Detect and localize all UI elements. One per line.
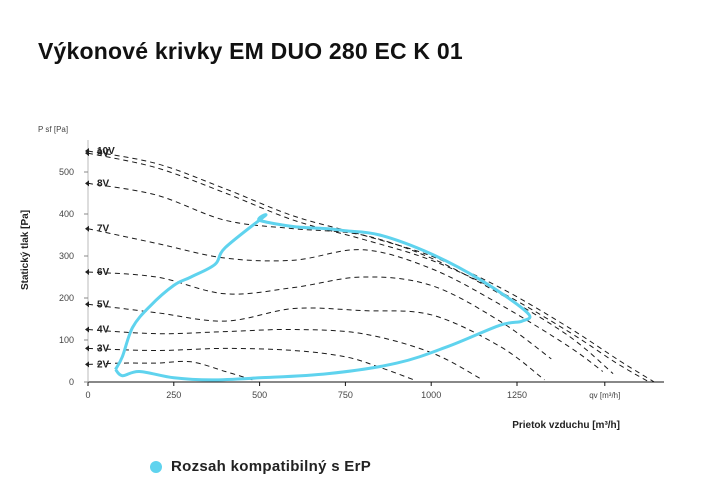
x-tick-label: 500 xyxy=(252,390,267,400)
curve-marker-4v xyxy=(85,326,89,333)
curve-marker-8v xyxy=(85,180,89,187)
x-tick-label: 1250 xyxy=(507,390,527,400)
y-tick-label: 100 xyxy=(59,335,74,345)
curve-marker-3v xyxy=(85,345,89,352)
x-tick-label: 750 xyxy=(338,390,353,400)
curve-marker-5v xyxy=(85,301,89,308)
legend-label: Rozsah kompatibilný s ErP xyxy=(171,458,372,475)
curve-label-10v: 10V xyxy=(97,146,115,157)
legend-dot xyxy=(150,460,162,473)
curve-marker-7v xyxy=(85,225,89,232)
curve-label-6v: 6V xyxy=(97,267,110,278)
curve-5v xyxy=(87,303,545,381)
y-tick-label: 200 xyxy=(59,293,74,303)
y-axis-title: Statický tlak [Pa] xyxy=(20,210,31,290)
curve-3v xyxy=(87,347,415,381)
x-tick-label: 1000 xyxy=(421,390,441,400)
curve-label-5v: 5V xyxy=(97,299,110,310)
curve-10v xyxy=(87,150,655,383)
curve-label-2v: 2V xyxy=(97,359,110,370)
curve-label-7v: 7V xyxy=(97,224,110,235)
curve-label-3v: 3V xyxy=(97,343,110,354)
curve-marker-6v xyxy=(85,268,89,275)
x-unit-label: qv [m³/h] xyxy=(589,391,620,400)
curve-label-9v: 9V xyxy=(97,148,110,159)
x-axis-title: Prietok vzduchu [m³/h] xyxy=(512,420,620,431)
y-tick-label: 400 xyxy=(59,209,74,219)
erp-range-outline xyxy=(114,213,532,382)
curve-marker-2v xyxy=(85,361,89,368)
erp-range xyxy=(114,213,532,382)
legend: Rozsah kompatibilný s ErP xyxy=(150,458,371,475)
y-tick-label: 0 xyxy=(69,377,74,387)
curve-8v xyxy=(87,182,614,374)
y-unit-label: P sf [Pa] xyxy=(38,125,68,134)
axes: 0 250 500 750 1000 1250 qv [m³/h] 0 100 200 300 400… xyxy=(20,125,664,431)
y-tick-label: 300 xyxy=(59,251,74,261)
x-tick-label: 0 xyxy=(85,390,90,400)
y-tick-label: 500 xyxy=(59,167,74,177)
curve-9v xyxy=(87,152,650,383)
voltage-curves xyxy=(87,150,655,383)
curve-7v xyxy=(87,228,604,372)
curve-label-8v: 8V xyxy=(97,178,110,189)
curve-6v xyxy=(87,271,552,360)
curve-label-4v: 4V xyxy=(97,325,110,336)
chart-title: Výkonové krivky EM DUO 280 EC K 01 xyxy=(38,38,463,64)
x-tick-label: 250 xyxy=(166,390,181,400)
curve-marker-9v xyxy=(85,150,89,157)
